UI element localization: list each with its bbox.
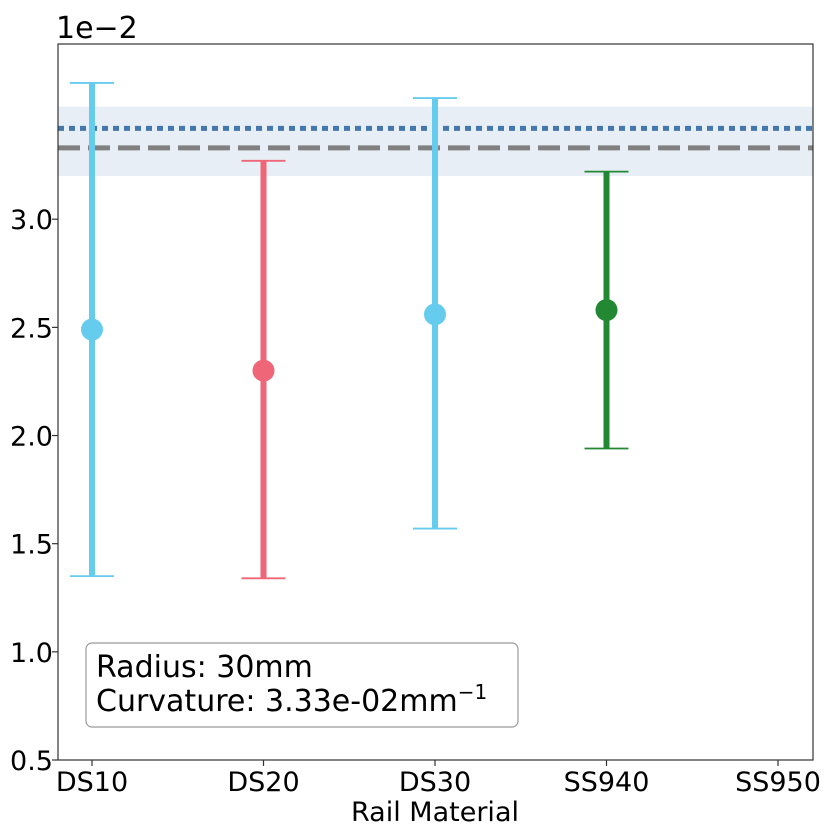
x-tick-label: DS10 xyxy=(56,767,128,798)
x-tick-label: SS940 xyxy=(564,767,650,798)
x-ticks-layer: DS10 DS20 DS30 SS940 SS950 xyxy=(56,760,821,798)
points-layer xyxy=(81,299,618,382)
x-axis-title: Rail Material xyxy=(351,797,519,828)
y-tick-label: 1.5 xyxy=(10,530,53,561)
y-tick-label: 1.0 xyxy=(10,638,53,669)
annotation-radius: Radius: 30mm xyxy=(96,650,313,685)
annotation-box: Radius: 30mm Curvature: 3.33e-02mm−1 xyxy=(85,642,519,728)
annotation-curvature: Curvature: 3.33e-02mm−1 xyxy=(96,680,487,719)
annotation-curvature-exponent: −1 xyxy=(458,680,487,704)
y-tick-label: 2.0 xyxy=(10,422,53,453)
x-tick-label: DS20 xyxy=(227,767,299,798)
y-tick-label: 2.5 xyxy=(10,313,53,344)
x-tick-label: DS30 xyxy=(399,767,471,798)
y-tick-label: 0.5 xyxy=(10,746,53,777)
data-point-ds10 xyxy=(81,318,103,341)
annotation-frame xyxy=(85,642,519,728)
x-tick-label: SS950 xyxy=(735,767,821,798)
y-scale-label: 1e−2 xyxy=(56,11,138,46)
data-point-ds20 xyxy=(252,359,275,382)
data-point-ss940 xyxy=(595,299,618,322)
y-ticks-layer: 0.5 1.0 1.5 2.0 2.5 3.0 xyxy=(10,205,58,777)
annotation-curvature-text: Curvature: 3.33e-02mm xyxy=(96,684,458,719)
y-tick-label: 3.0 xyxy=(10,205,53,236)
data-point-ds30 xyxy=(424,303,446,326)
